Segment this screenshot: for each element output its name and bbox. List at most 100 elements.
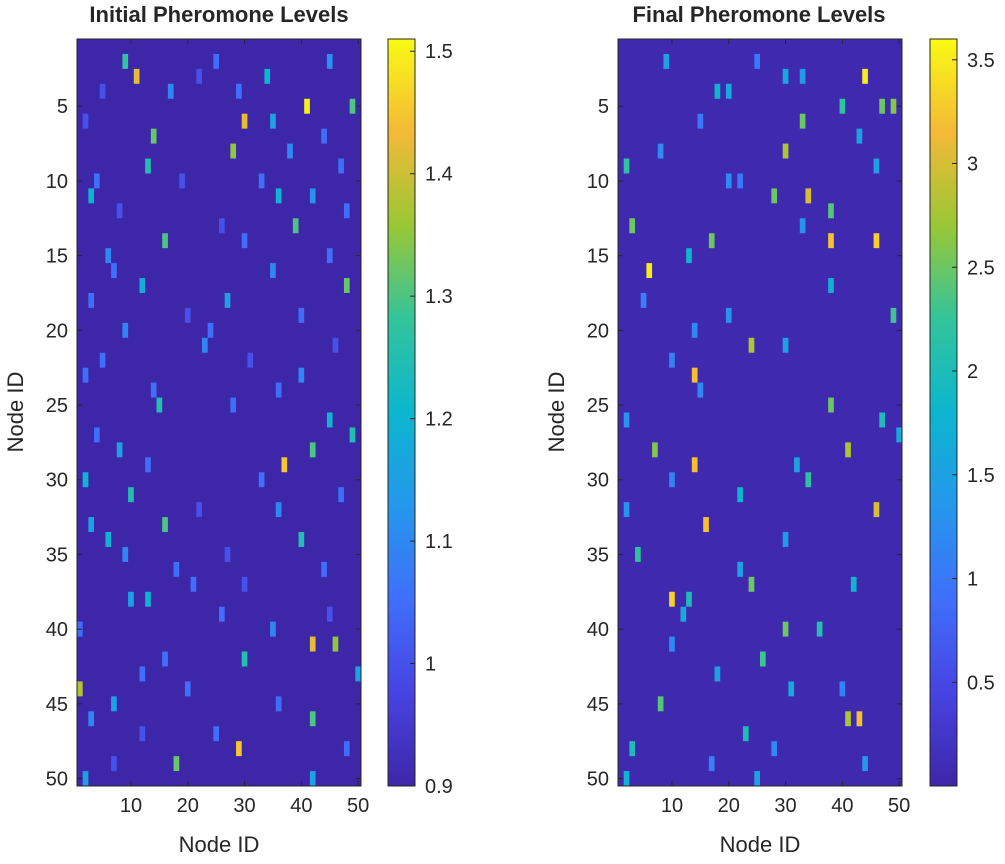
heatmap-cell bbox=[111, 263, 117, 279]
heatmap-cell bbox=[623, 412, 630, 428]
heatmap-cell bbox=[207, 322, 214, 338]
heatmap-cell bbox=[309, 442, 316, 458]
right-heatmap-panel: Final Pheromone Levels 10 20 30 40 50 5 10 15 2… bbox=[544, 2, 995, 857]
heatmap-cell bbox=[230, 143, 237, 159]
heatmap-cell bbox=[275, 382, 282, 398]
heatmap-cell bbox=[156, 397, 163, 413]
heatmap-cell bbox=[82, 113, 89, 129]
heatmap-cell bbox=[162, 517, 168, 533]
heatmap-cell bbox=[856, 711, 863, 727]
heatmap-cell bbox=[150, 382, 157, 398]
heatmap-cell bbox=[224, 292, 231, 308]
x-tick-label: 40 bbox=[831, 795, 853, 817]
heatmap-cell bbox=[82, 472, 89, 488]
heatmap-cell bbox=[737, 173, 743, 189]
heatmap-cell bbox=[145, 158, 151, 174]
y-tick-label: 45 bbox=[46, 694, 68, 716]
heatmap-cell bbox=[326, 606, 333, 622]
heatmap-cell bbox=[270, 113, 276, 129]
y-tick-label: 10 bbox=[587, 171, 609, 193]
heatmap-cell bbox=[122, 322, 129, 338]
heatmap-cell bbox=[828, 233, 834, 249]
heatmap-cell bbox=[179, 173, 185, 189]
heatmap-cell bbox=[890, 98, 897, 114]
heatmap-cell bbox=[162, 233, 168, 249]
heatmap-cell bbox=[196, 502, 202, 518]
heatmap-cell bbox=[219, 606, 225, 622]
left-chart-title: Initial Pheromone Levels bbox=[89, 2, 348, 27]
heatmap-cell bbox=[304, 98, 310, 114]
heatmap-cell bbox=[782, 532, 789, 547]
colorbar-tick-label: 0.9 bbox=[425, 776, 453, 798]
heatmap-cell bbox=[691, 457, 698, 473]
y-tick-label: 20 bbox=[46, 320, 68, 342]
heatmap-cell bbox=[128, 591, 134, 607]
y-tick-label: 30 bbox=[46, 470, 68, 492]
heatmap-cell bbox=[275, 696, 282, 712]
heatmap-cell bbox=[725, 173, 732, 189]
heatmap-cell bbox=[708, 756, 715, 772]
heatmap-cell bbox=[111, 756, 117, 772]
heatmap-cell bbox=[122, 53, 129, 69]
heatmap-cell bbox=[270, 621, 276, 637]
heatmap-cell bbox=[856, 128, 863, 144]
heatmap-cell bbox=[691, 367, 698, 383]
y-tick-label: 50 bbox=[46, 769, 68, 791]
heatmap-cell bbox=[782, 143, 789, 159]
heatmap-cell bbox=[241, 576, 248, 592]
heatmap-cell bbox=[652, 442, 658, 458]
heatmap-cell bbox=[88, 188, 95, 204]
heatmap-cell bbox=[309, 711, 316, 727]
y-tick-label: 35 bbox=[46, 544, 68, 566]
heatmap-cell bbox=[105, 248, 112, 264]
heatmap-cell bbox=[355, 666, 361, 682]
y-tick-label: 20 bbox=[587, 320, 609, 342]
heatmap-cell bbox=[714, 83, 721, 99]
y-tick-label: 45 bbox=[587, 694, 609, 716]
heatmap-cell bbox=[697, 382, 704, 398]
heatmap-cell bbox=[326, 53, 333, 69]
heatmap-cell bbox=[828, 278, 834, 293]
heatmap-cell bbox=[691, 322, 698, 338]
heatmap-cell bbox=[128, 487, 134, 503]
heatmap-cell bbox=[349, 427, 356, 443]
heatmap-cell bbox=[275, 188, 282, 204]
heatmap-cell bbox=[669, 472, 675, 488]
heatmap-cell bbox=[828, 203, 834, 219]
heatmap-cell bbox=[725, 83, 732, 99]
heatmap-cell bbox=[862, 756, 868, 772]
y-tick-label: 5 bbox=[57, 96, 68, 118]
heatmap-cell bbox=[343, 278, 350, 293]
left-plot-frame bbox=[76, 38, 362, 787]
heatmap-cell bbox=[321, 128, 327, 144]
heatmap-cell bbox=[82, 771, 89, 786]
colorbar-tick-label: 1.5 bbox=[425, 41, 453, 63]
heatmap-cell bbox=[139, 278, 146, 293]
heatmap-cell bbox=[839, 681, 846, 697]
heatmap-cell bbox=[873, 158, 880, 174]
heatmap-cell bbox=[850, 576, 857, 592]
heatmap-cell bbox=[640, 292, 647, 308]
left-colorbar-ticks: 0.9 1 1.1 1.2 1.3 1.4 1.5 bbox=[410, 41, 453, 798]
heatmap-cell bbox=[236, 83, 242, 99]
heatmap-cell bbox=[748, 576, 755, 592]
heatmap-cell bbox=[190, 576, 197, 592]
heatmap-cell bbox=[657, 696, 664, 712]
colorbar-tick-label: 3 bbox=[967, 154, 978, 176]
heatmap-cell bbox=[703, 517, 709, 533]
heatmap-cell bbox=[139, 666, 146, 682]
heatmap-cell bbox=[788, 681, 795, 697]
left-y-axis-label: Node ID bbox=[3, 372, 28, 453]
colorbar-tick-label: 2.5 bbox=[967, 257, 995, 279]
y-tick-label: 35 bbox=[587, 544, 609, 566]
heatmap-cell bbox=[298, 307, 305, 323]
y-tick-label: 40 bbox=[587, 619, 609, 641]
left-colorbar bbox=[387, 38, 416, 787]
colorbar-tick-label: 1.4 bbox=[425, 164, 453, 186]
heatmap-cell bbox=[794, 457, 800, 473]
heatmap-cell bbox=[343, 741, 350, 757]
x-tick-label: 30 bbox=[233, 795, 255, 817]
left-heatmap-cells bbox=[77, 39, 361, 786]
heatmap-cell bbox=[663, 53, 670, 69]
heatmap-cell bbox=[224, 546, 231, 562]
